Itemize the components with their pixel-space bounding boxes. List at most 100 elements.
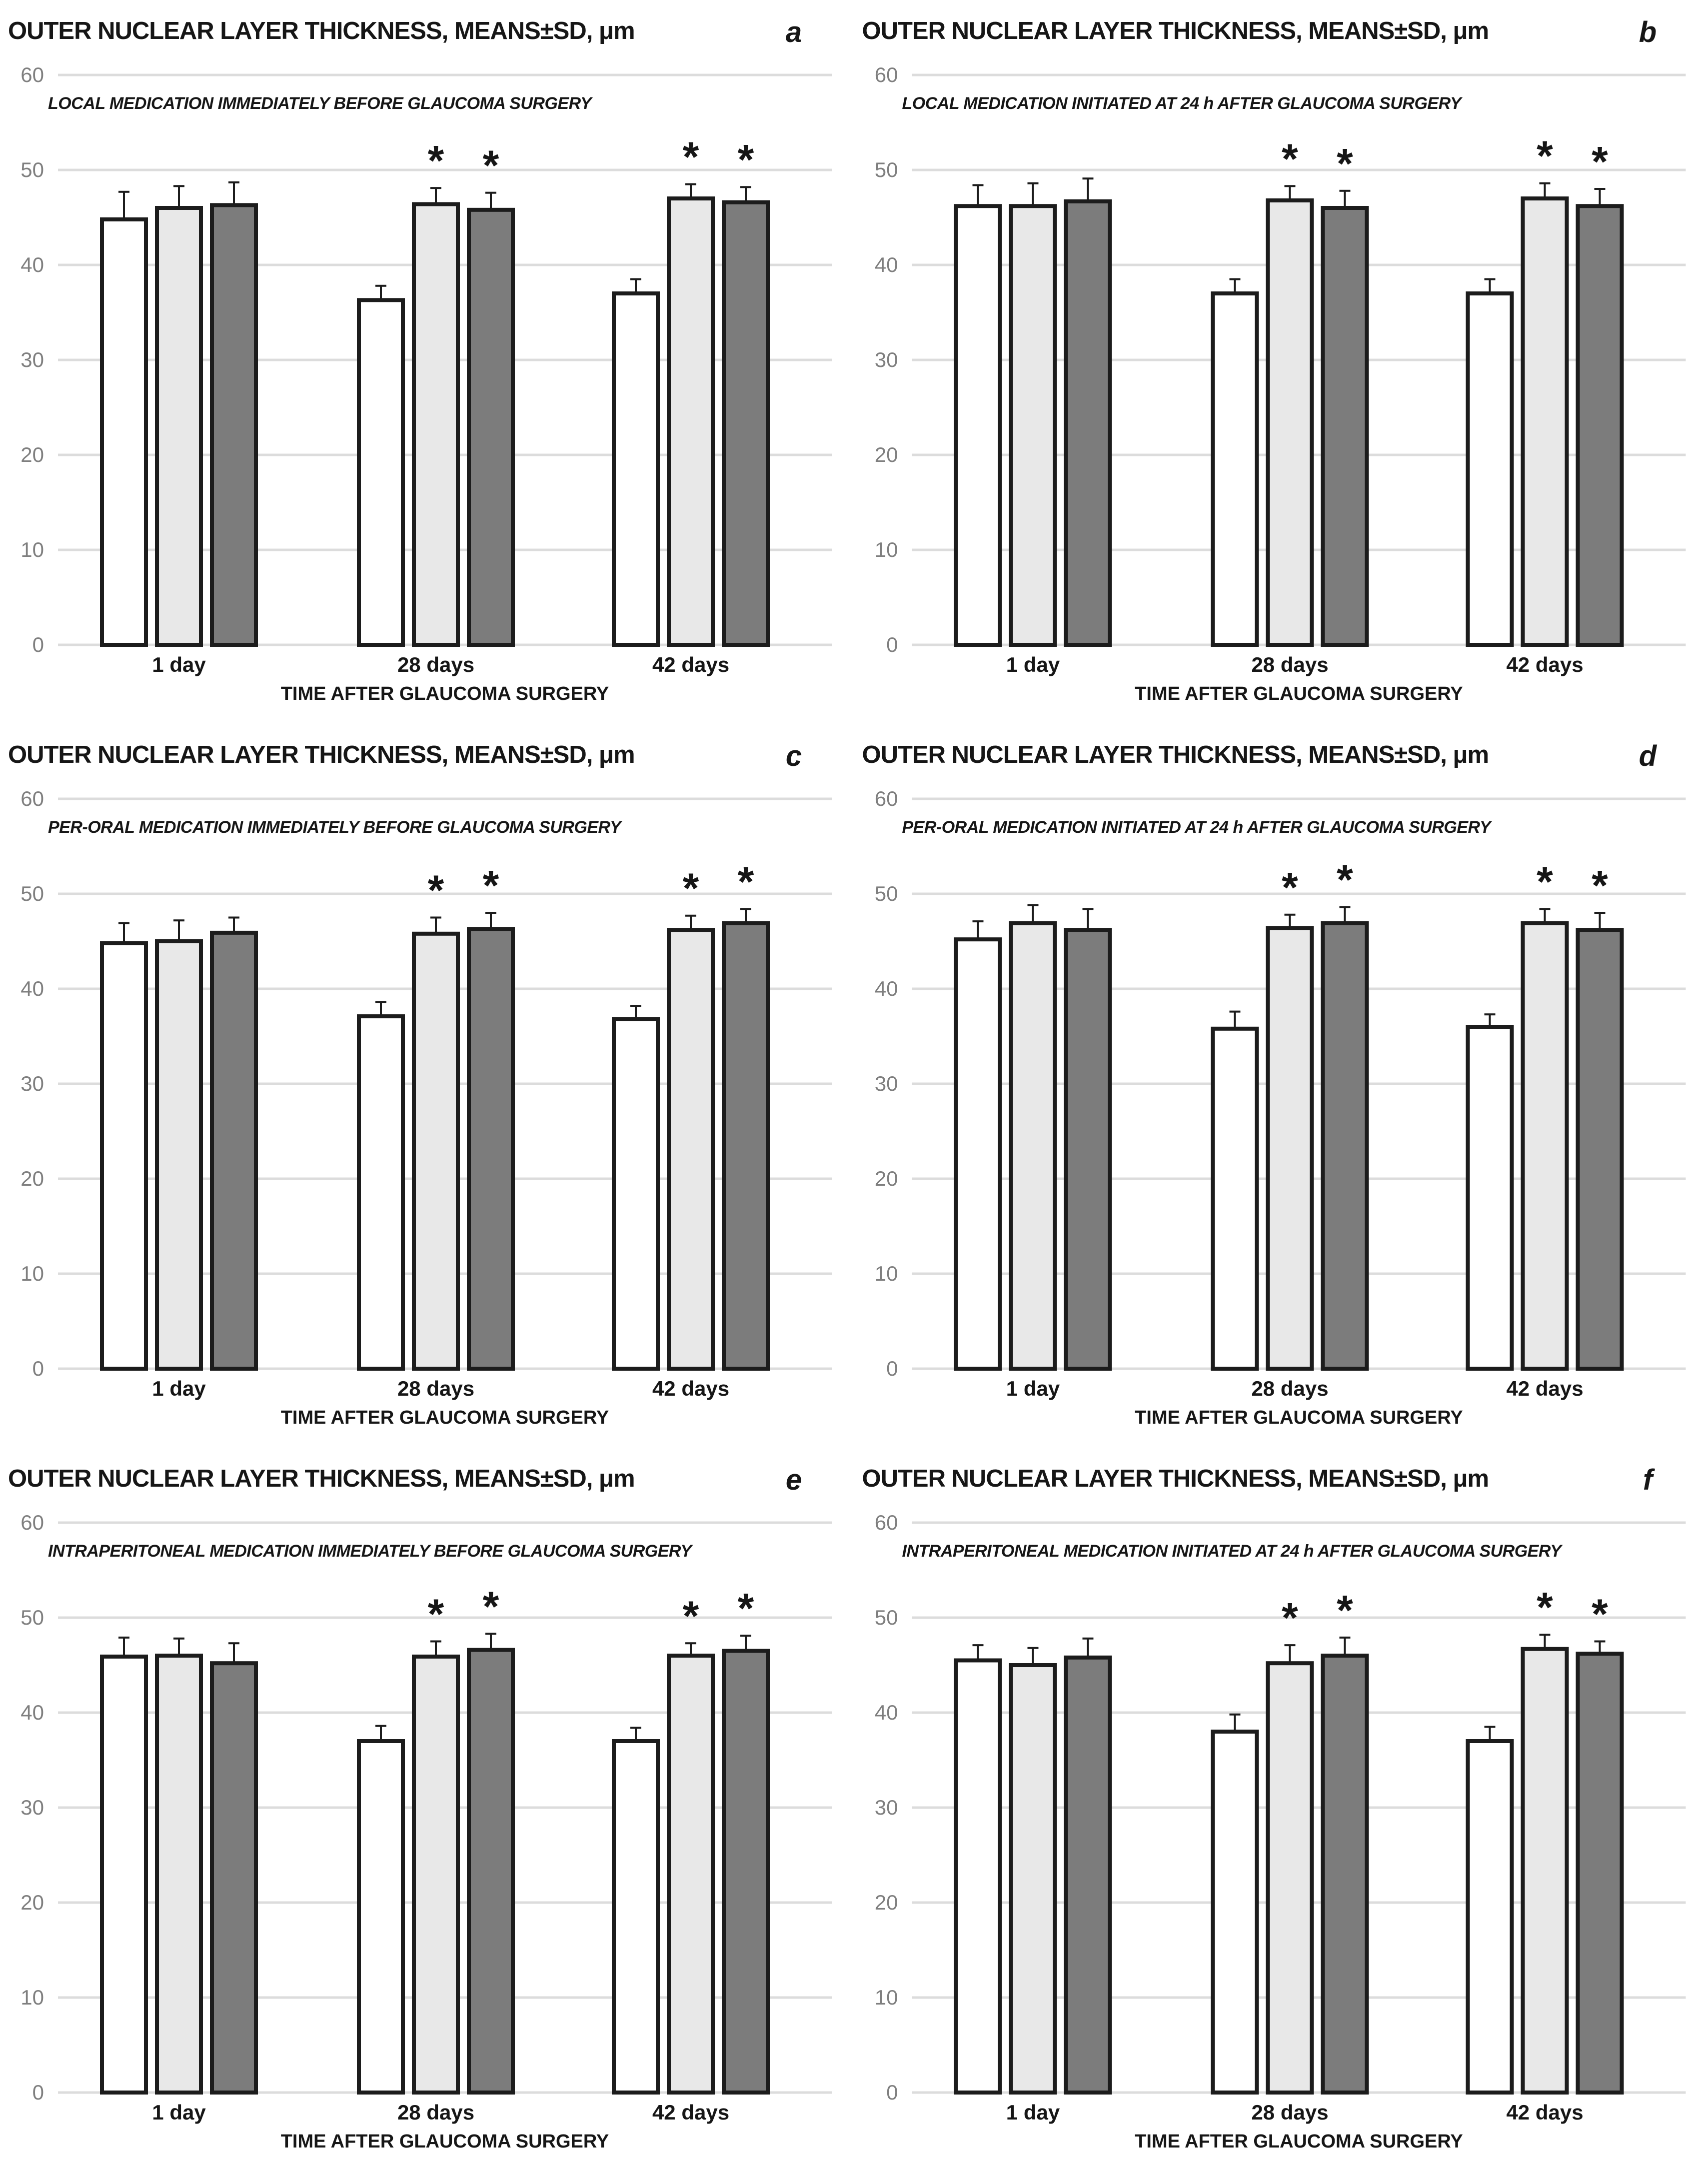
chart-e: 0 10 20 30 40 50 60 OUTER NUCLEAR LAYER THICKNE… (8, 1464, 832, 2152)
significance-asterisk: * (483, 142, 499, 189)
significance-asterisk: * (1337, 1587, 1353, 1634)
panel-letter: c (786, 740, 802, 772)
y-tick-label: 20 (20, 443, 44, 466)
y-tick-label: 50 (20, 1606, 44, 1629)
significance-asterisk: * (1537, 132, 1553, 179)
panel-a: 0 10 20 30 40 50 60 OUTER NUCLEAR LAYER THICKNE… (0, 0, 854, 724)
panel-title: OUTER NUCLEAR LAYER THICKNESS, MEANS±SD,… (862, 1465, 1489, 1492)
significance-asterisk: * (1592, 138, 1608, 185)
bar-light-gray-bars (1009, 204, 1057, 647)
bar-white-bars (100, 217, 148, 647)
x-category-label: 28 days (1251, 653, 1328, 676)
x-category-label: 28 days (1251, 2101, 1328, 2124)
x-category-label: 42 days (1506, 2101, 1583, 2124)
bar-white-bars (1211, 1026, 1259, 1371)
y-tick-label: 0 (32, 1357, 44, 1380)
y-tick-label: 10 (875, 1262, 898, 1285)
bar-dark-gray-bars (467, 1648, 515, 2095)
panel-letter: a (786, 16, 802, 48)
bar-light-gray-bars (667, 196, 715, 647)
bar-light-gray-bars (412, 1654, 460, 2095)
x-axis-title: TIME AFTER GLAUCOMA SURGERY (1135, 2131, 1463, 2152)
bar-light-gray-bars (1009, 1663, 1057, 2095)
bar-white-bars (612, 1017, 660, 1371)
y-tick-label: 40 (20, 1701, 44, 1724)
panel-subtitle: PER-ORAL MEDICATION IMMEDIATELY BEFORE G… (48, 818, 623, 837)
x-category-label: 28 days (1251, 1377, 1328, 1400)
panel-d: 0 10 20 30 40 50 60 OUTER NUCLEAR LAYER THICKNE… (854, 724, 1708, 1448)
x-category-label: 42 days (652, 1377, 729, 1400)
x-category-label: 42 days (652, 653, 729, 676)
panel-letter: b (1639, 16, 1657, 48)
x-axis-title: TIME AFTER GLAUCOMA SURGERY (281, 683, 609, 704)
y-tick-label: 20 (875, 1891, 898, 1914)
significance-asterisk: * (1337, 856, 1353, 903)
panel-title: OUTER NUCLEAR LAYER THICKNESS, MEANS±SD,… (862, 17, 1489, 44)
bar-light-gray-bars (667, 928, 715, 1371)
chart-c: 0 10 20 30 40 50 60 OUTER NUCLEAR LAYER THICKNE… (8, 740, 832, 1428)
y-tick-label: 20 (875, 1167, 898, 1190)
y-tick-label: 10 (875, 1986, 898, 2009)
bar-dark-gray-bars (1321, 206, 1369, 647)
significance-asterisk: * (738, 858, 754, 905)
bar-white-bars (357, 1739, 405, 2095)
significance-asterisk: * (683, 1592, 699, 1639)
significance-asterisk: * (738, 136, 754, 183)
panel-title: OUTER NUCLEAR LAYER THICKNESS, MEANS±SD,… (862, 741, 1489, 768)
y-tick-label: 20 (875, 443, 898, 466)
significance-asterisk: * (483, 862, 499, 909)
x-category-label: 1 day (1006, 1377, 1060, 1400)
significance-asterisk: * (1282, 1594, 1298, 1641)
significance-asterisk: * (1592, 1591, 1608, 1638)
bar-white-bars (357, 1014, 405, 1371)
bar-white-bars (954, 204, 1002, 647)
bar-white-bars (1466, 291, 1514, 647)
bar-light-gray-bars (1521, 1647, 1569, 2095)
y-tick-label: 40 (20, 253, 44, 276)
y-tick-label: 20 (20, 1167, 44, 1190)
bar-white-bars (1211, 1730, 1259, 2095)
y-tick-label: 40 (875, 253, 898, 276)
panel-c: 0 10 20 30 40 50 60 OUTER NUCLEAR LAYER THICKNE… (0, 724, 854, 1448)
significance-asterisk: * (683, 865, 699, 912)
panel-letter: d (1639, 740, 1658, 772)
bar-dark-gray-bars (210, 930, 258, 1371)
significance-asterisk: * (483, 1583, 499, 1630)
panel-title: OUTER NUCLEAR LAYER THICKNESS, MEANS±SD,… (8, 17, 635, 44)
bar-dark-gray-bars (1064, 1655, 1112, 2095)
significance-asterisk: * (1282, 864, 1298, 911)
bar-dark-gray-bars (467, 207, 515, 647)
bar-dark-gray-bars (722, 1649, 770, 2095)
bar-light-gray-bars (1266, 926, 1314, 1371)
y-tick-label: 60 (875, 787, 898, 810)
y-tick-label: 10 (20, 1986, 44, 2009)
significance-asterisk: * (1337, 140, 1353, 187)
y-tick-label: 60 (20, 1511, 44, 1534)
bar-light-gray-bars (1266, 1661, 1314, 2095)
bar-white-bars (1466, 1025, 1514, 1371)
y-tick-label: 50 (875, 1606, 898, 1629)
panel-letter: e (786, 1464, 802, 1496)
bar-light-gray-bars (155, 206, 203, 647)
y-tick-label: 0 (886, 2081, 898, 2104)
bar-white-bars (357, 298, 405, 647)
chart-f: 0 10 20 30 40 50 60 OUTER NUCLEAR LAYER THICKNE… (862, 1464, 1686, 2152)
y-tick-label: 10 (20, 538, 44, 561)
bar-dark-gray-bars (722, 200, 770, 647)
y-tick-label: 10 (20, 1262, 44, 1285)
bar-white-bars (612, 1739, 660, 2095)
y-tick-label: 30 (20, 1796, 44, 1819)
y-tick-label: 30 (20, 1072, 44, 1095)
panel-f: 0 10 20 30 40 50 60 OUTER NUCLEAR LAYER THICKNE… (854, 1448, 1708, 2172)
bar-white-bars (100, 1654, 148, 2095)
bar-dark-gray-bars (467, 927, 515, 1371)
y-tick-label: 30 (875, 348, 898, 371)
bar-dark-gray-bars (1576, 1652, 1624, 2095)
panel-subtitle: INTRAPERITONEAL MEDICATION IMMEDIATELY B… (48, 1542, 693, 1561)
y-tick-label: 30 (875, 1072, 898, 1095)
significance-asterisk: * (1537, 858, 1553, 905)
chart-d: 0 10 20 30 40 50 60 OUTER NUCLEAR LAYER THICKNE… (862, 740, 1686, 1428)
bar-white-bars (954, 937, 1002, 1371)
y-tick-label: 60 (875, 1511, 898, 1534)
bar-light-gray-bars (412, 931, 460, 1371)
